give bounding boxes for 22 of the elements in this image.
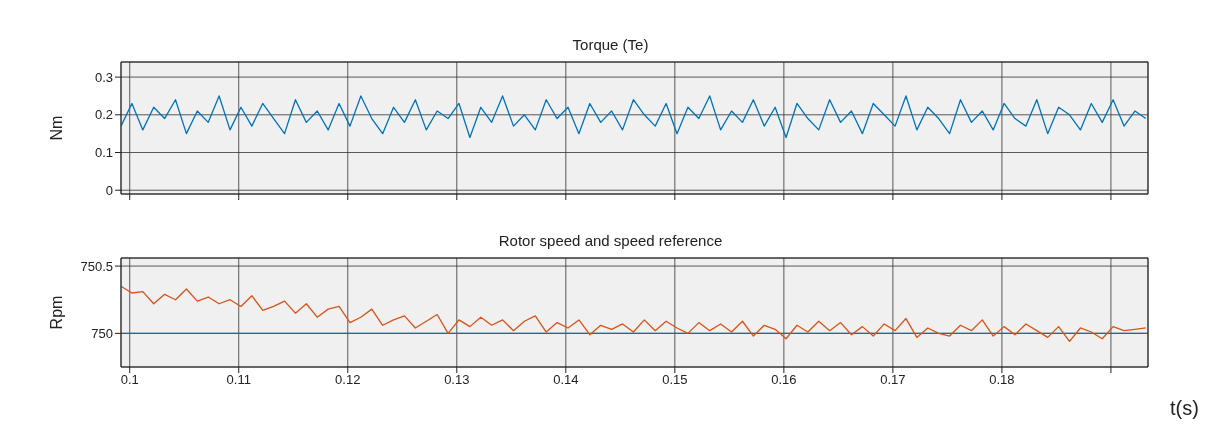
y-tick-label: 0.2 [94,107,113,123]
y-tick-label: 0 [105,182,113,198]
y-tick-label: 750 [91,325,113,341]
x-tick-label: 0.15 [662,372,688,388]
x-tick-label: 0.16 [771,372,797,388]
y-tick-label: 0.3 [94,69,113,85]
chart-title: Rotor speed and speed reference [497,232,724,249]
y-tick-label: 0.1 [94,145,113,161]
chart-title: Torque (Te) [571,36,650,53]
line-series [121,285,1147,343]
x-tick-label: 0.12 [335,372,361,388]
x-axis-title: t(s) [1170,397,1199,420]
y-axis-title: Nm [47,115,65,141]
x-tick-label: 0.17 [880,372,906,388]
y-axis-title: Rpm [47,295,65,330]
x-tick-label: 0.18 [989,372,1015,388]
y-tick-label: 750.5 [80,258,113,274]
line-series [121,95,1147,139]
x-tick-label: 0.11 [226,372,251,388]
x-tick-label: 0.1 [120,372,139,388]
x-tick-label: 0.13 [444,372,470,388]
x-tick-label: 0.14 [553,372,579,388]
